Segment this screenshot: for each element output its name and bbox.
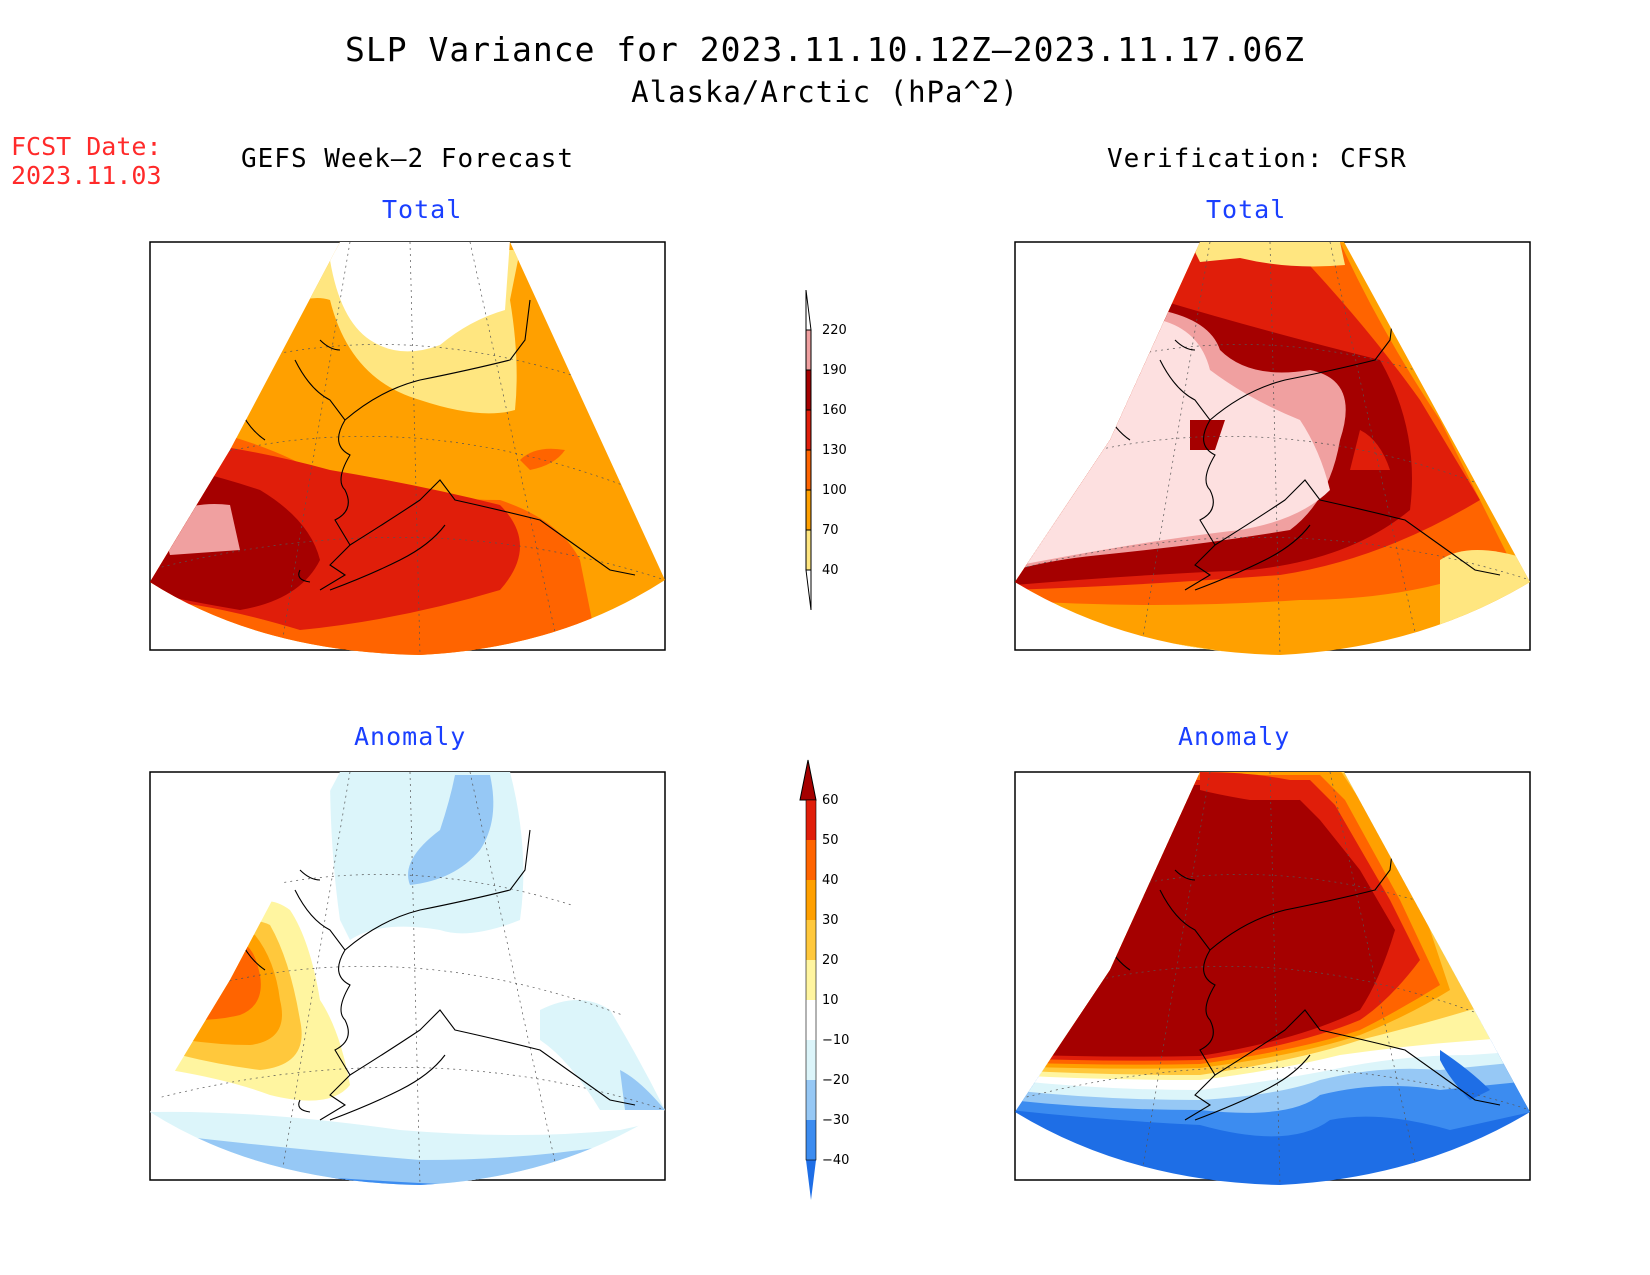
- map-canvas: 220 190 160 130 100 70 40 60 50 40 30 20…: [0, 0, 1650, 1275]
- colorbar-total-tick-40: 40: [822, 563, 839, 578]
- forecast-anomaly-map: [140, 760, 680, 1200]
- colorbar-total-tick-190: 190: [822, 363, 847, 378]
- colorbar-anomaly-tick-60: 60: [822, 793, 839, 808]
- verification-total-map: [1005, 230, 1545, 670]
- colorbar-total-tick-70: 70: [822, 523, 839, 538]
- colorbar-anomaly-tick-neg10: −10: [822, 1033, 849, 1048]
- colorbar-anomaly: 60 50 40 30 20 10 −10 −20 −30 −40: [800, 760, 849, 1200]
- colorbar-total-tick-160: 160: [822, 403, 847, 418]
- colorbar-total: 220 190 160 130 100 70 40: [806, 290, 847, 610]
- colorbar-anomaly-tick-30: 30: [822, 913, 839, 928]
- colorbar-anomaly-tick-neg40: −40: [822, 1153, 849, 1168]
- colorbar-anomaly-tick-50: 50: [822, 833, 839, 848]
- forecast-total-map: [140, 230, 680, 670]
- forecast-total-max-cell: [160, 504, 240, 555]
- colorbar-anomaly-tick-neg20: −20: [822, 1073, 849, 1088]
- verification-anomaly-map: [1005, 760, 1545, 1200]
- colorbar-anomaly-tick-neg30: −30: [822, 1113, 849, 1128]
- colorbar-anomaly-tick-40: 40: [822, 873, 839, 888]
- colorbar-anomaly-tick-20: 20: [822, 953, 839, 968]
- colorbar-total-tick-220: 220: [822, 323, 847, 338]
- colorbar-total-tick-130: 130: [822, 443, 847, 458]
- colorbar-anomaly-tick-10: 10: [822, 993, 839, 1008]
- colorbar-total-tick-100: 100: [822, 483, 847, 498]
